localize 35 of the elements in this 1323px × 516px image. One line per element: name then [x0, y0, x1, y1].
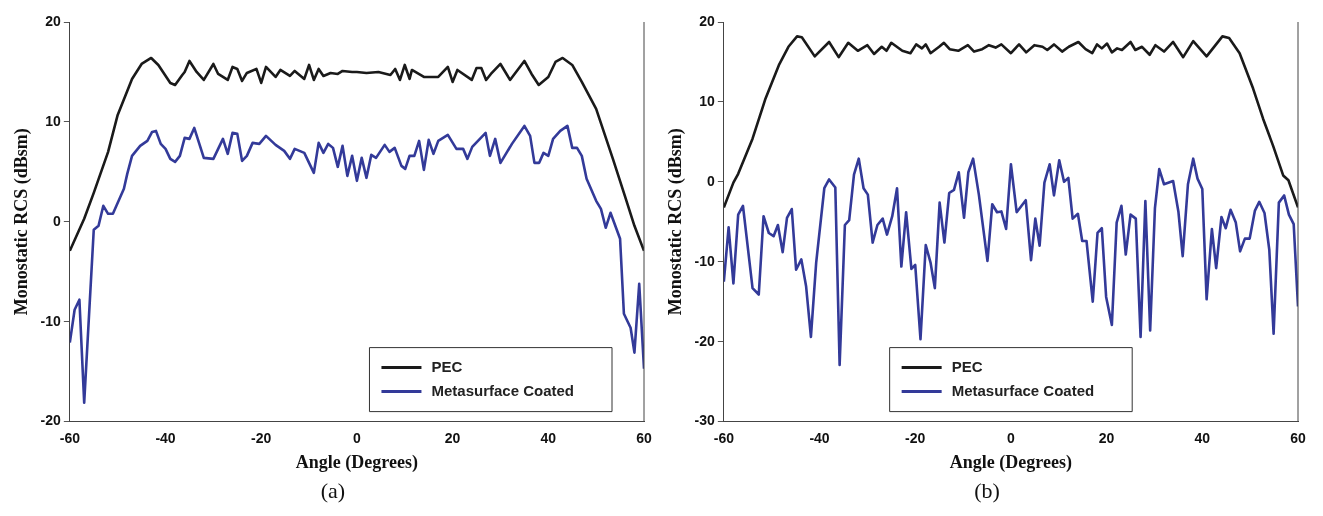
y-tick-label: -10	[694, 252, 716, 269]
x-tick-label: -60	[59, 429, 81, 446]
y-tick-label: 0	[707, 172, 716, 189]
legend-label: PEC	[951, 357, 983, 375]
x-tick-label: 20	[1098, 429, 1115, 446]
y-tick-label: -10	[40, 312, 62, 329]
legend-label: PEC	[431, 357, 463, 375]
x-tick-label: 0	[1007, 429, 1016, 446]
legend-label: Metasurface Coated	[951, 381, 1095, 399]
x-tick-label: 0	[353, 429, 362, 446]
y-tick-label: -20	[694, 332, 716, 349]
y-tick-label: 10	[45, 112, 62, 129]
text: (a)	[320, 478, 346, 504]
x-tick-label: -60	[713, 429, 735, 446]
x-tick-label: -20	[905, 429, 926, 446]
x-tick-label: -20	[251, 429, 272, 446]
y-tick-label: -30	[694, 412, 716, 429]
x-tick-label: 60	[1290, 429, 1306, 446]
x-tick-label: -40	[155, 429, 176, 446]
y-tick-label: 0	[53, 212, 62, 229]
x-tick-label: 20	[444, 429, 461, 446]
x-tick-label: 40	[1194, 429, 1211, 446]
y-tick-label: 20	[45, 12, 62, 29]
x-axis-title: Angle (Degrees)	[295, 451, 418, 473]
y-tick-label: 10	[699, 92, 716, 109]
y-axis-title: Monostatic RCS (dBsm)	[665, 128, 687, 316]
y-axis-title: Monostatic RCS (dBsm)	[11, 128, 33, 316]
x-axis-title: Angle (Degrees)	[949, 451, 1072, 473]
y-tick-label: 20	[699, 12, 716, 29]
x-tick-label: -40	[809, 429, 830, 446]
text: (b)	[974, 478, 1000, 504]
x-tick-label: 60	[636, 429, 652, 446]
x-tick-label: 40	[540, 429, 557, 446]
y-tick-label: -20	[40, 412, 62, 429]
legend-label: Metasurface Coated	[431, 381, 574, 399]
